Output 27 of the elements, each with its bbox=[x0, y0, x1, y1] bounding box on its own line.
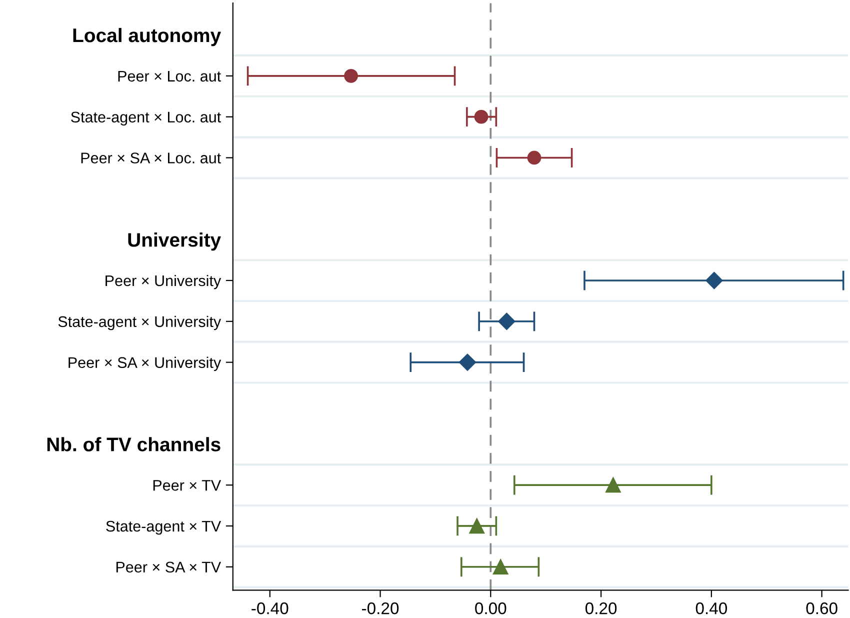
y-tick-label: Peer × SA × University bbox=[68, 356, 222, 372]
y-tick-label: Peer × Loc. aut bbox=[118, 70, 221, 82]
point bbox=[498, 312, 516, 330]
point bbox=[469, 518, 484, 534]
y-tick-label: Peer × TV bbox=[153, 480, 222, 491]
x-tick-label: -0.20 bbox=[362, 602, 399, 614]
point bbox=[527, 150, 542, 165]
x-tick-label: 0.40 bbox=[696, 602, 727, 614]
x-tick-label: 0.00 bbox=[475, 602, 506, 614]
point bbox=[492, 559, 508, 575]
y-tick-label: State-agent × Loc. aut bbox=[71, 112, 221, 126]
y-tick-label: Local autonomy bbox=[73, 28, 221, 46]
point bbox=[606, 477, 621, 493]
y-tick-label: Peer × SA × TV bbox=[116, 562, 222, 573]
x-tick-label: -0.40 bbox=[252, 602, 288, 614]
y-tick-label: Peer × SA × Loc. aut bbox=[81, 152, 221, 164]
y-tick-label: University bbox=[128, 232, 221, 251]
x-tick-label: 0.20 bbox=[585, 602, 617, 614]
point bbox=[706, 272, 723, 290]
x-tick-label: 0.60 bbox=[806, 602, 838, 614]
point bbox=[458, 354, 476, 371]
point bbox=[474, 110, 488, 124]
y-tick-label: Nb. of TV channels bbox=[47, 437, 220, 452]
point bbox=[344, 68, 358, 83]
y-tick-label: Peer × University bbox=[106, 274, 222, 290]
y-tick-label: State-agent × University bbox=[58, 316, 222, 330]
y-tick-label: State-agent × TV bbox=[106, 520, 222, 535]
